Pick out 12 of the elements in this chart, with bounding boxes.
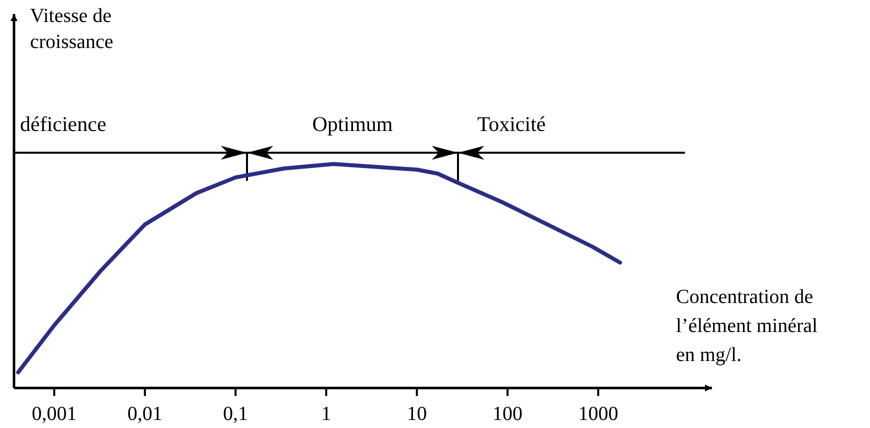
- x-tick-label: 0,1: [223, 403, 248, 425]
- text: Vitesse de croissance: [30, 5, 114, 53]
- x-axis-title: Concentration de l’élément minéral en mg/l.: [676, 286, 818, 366]
- x-tick-label: 1000: [578, 403, 618, 425]
- x-tick-label: 0,01: [127, 403, 162, 425]
- text: Toxicité: [477, 112, 546, 136]
- x-tick-label: 1: [321, 403, 332, 425]
- x-tick-label: 0,001: [32, 403, 77, 425]
- text: déficience: [20, 112, 106, 136]
- x-tick-label: 100: [492, 403, 523, 425]
- x-tick-label: 10: [406, 403, 427, 425]
- text: Optimum: [312, 112, 393, 136]
